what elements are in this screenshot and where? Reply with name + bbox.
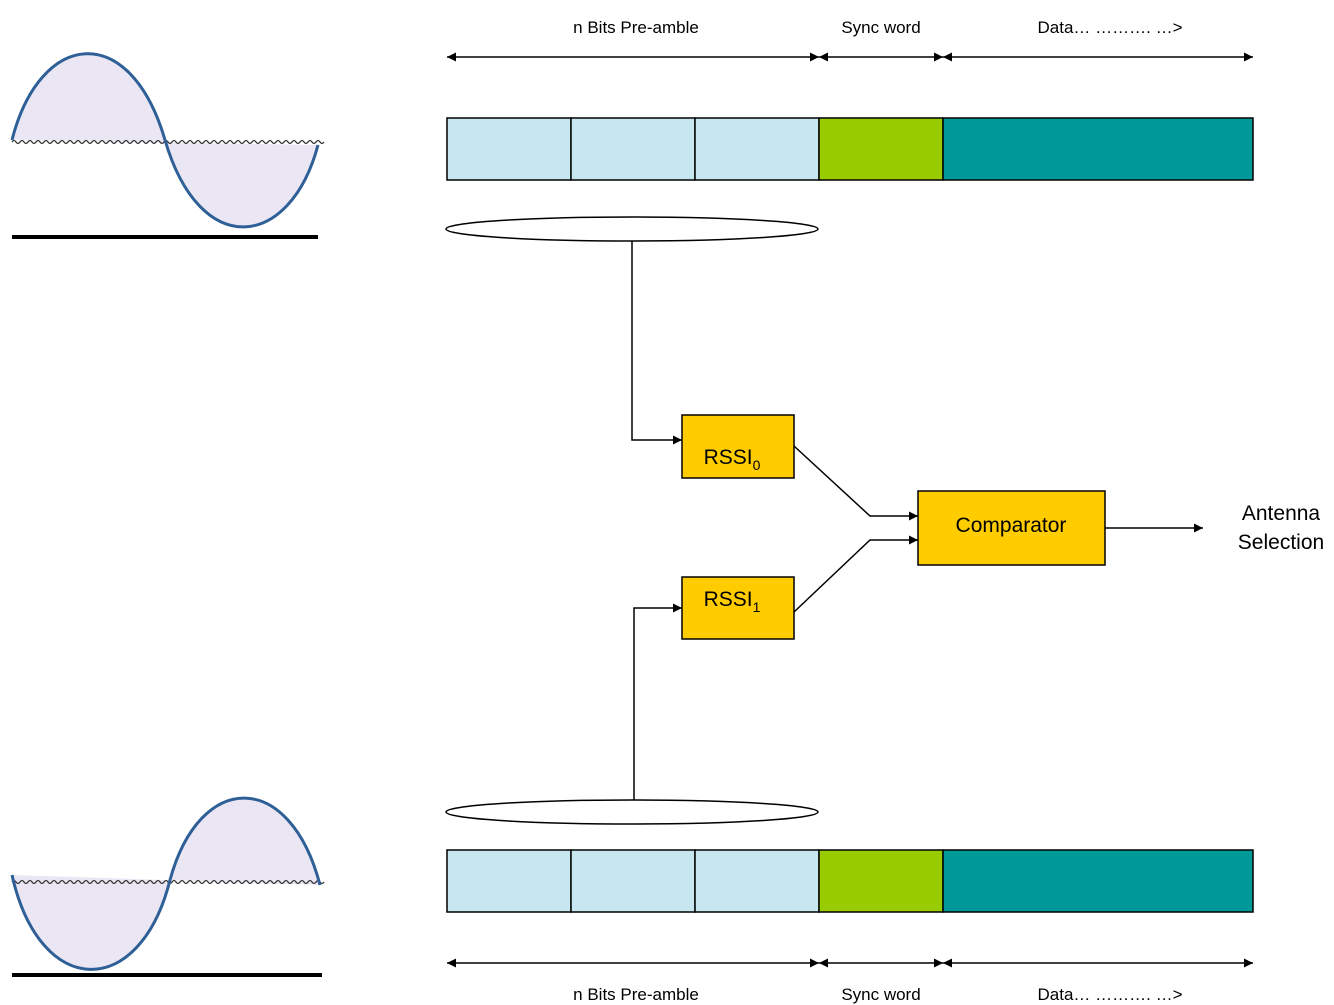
bottom-packet-frame — [446, 849, 1254, 913]
bottom-preamble-label: n Bits Pre-amble — [573, 985, 699, 1004]
top-preamble-bit-3 — [694, 117, 820, 181]
rssi1-label: RSSI1 — [704, 588, 761, 615]
top-preamble-bit-1 — [446, 117, 572, 181]
bottom-sine-wave — [10, 796, 322, 971]
connectors — [631, 241, 1203, 800]
antenna-selection-label-line1: Antenna — [1242, 502, 1321, 525]
top-sync-label: Sync word — [841, 18, 920, 37]
bottom-waveform — [10, 796, 325, 977]
rssi1-to-comparator-arrow — [793, 535, 918, 613]
bottom-preamble-bit-3 — [694, 849, 820, 913]
bottom-preamble-ellipse — [445, 799, 819, 825]
rssi0-to-comparator-arrow — [793, 445, 918, 521]
rssi0-box — [681, 414, 795, 479]
rssi1-block: RSSI1 — [681, 576, 795, 640]
bottom-sync-word-field — [818, 849, 944, 913]
top-preamble-label: n Bits Pre-amble — [573, 18, 699, 37]
bottom-data-label: Data… ………. …> — [1037, 985, 1182, 1004]
top-preamble-ellipse — [445, 216, 819, 242]
rssi0-block: RSSI0 — [681, 414, 795, 479]
rssi0-label: RSSI0 — [704, 446, 761, 473]
top-preamble-bit-2 — [570, 117, 696, 181]
top-sync-word-field — [818, 117, 944, 181]
comparator-box — [917, 490, 1106, 566]
ellipse1-to-rssi1-arrow — [633, 603, 682, 800]
top-noise-line — [11, 139, 325, 145]
comparator-block: Comparator — [917, 490, 1106, 566]
bottom-data-field — [942, 849, 1254, 913]
comparator-label: Comparator — [956, 514, 1067, 537]
top-data-label: Data… ………. …> — [1037, 18, 1182, 37]
bottom-preamble-bit-2 — [570, 849, 696, 913]
top-data-field — [942, 117, 1254, 181]
bottom-sync-label: Sync word — [841, 985, 920, 1004]
top-sine-wave — [10, 52, 320, 229]
ellipse0-to-rssi0-arrow — [631, 241, 682, 445]
antenna-selection-label-line2: Selection — [1238, 531, 1324, 554]
top-waveform — [10, 52, 325, 239]
bottom-preamble-bit-1 — [446, 849, 572, 913]
rssi1-box — [681, 576, 795, 640]
bottom-wave-fill — [12, 798, 320, 970]
top-packet-frame — [446, 117, 1254, 181]
